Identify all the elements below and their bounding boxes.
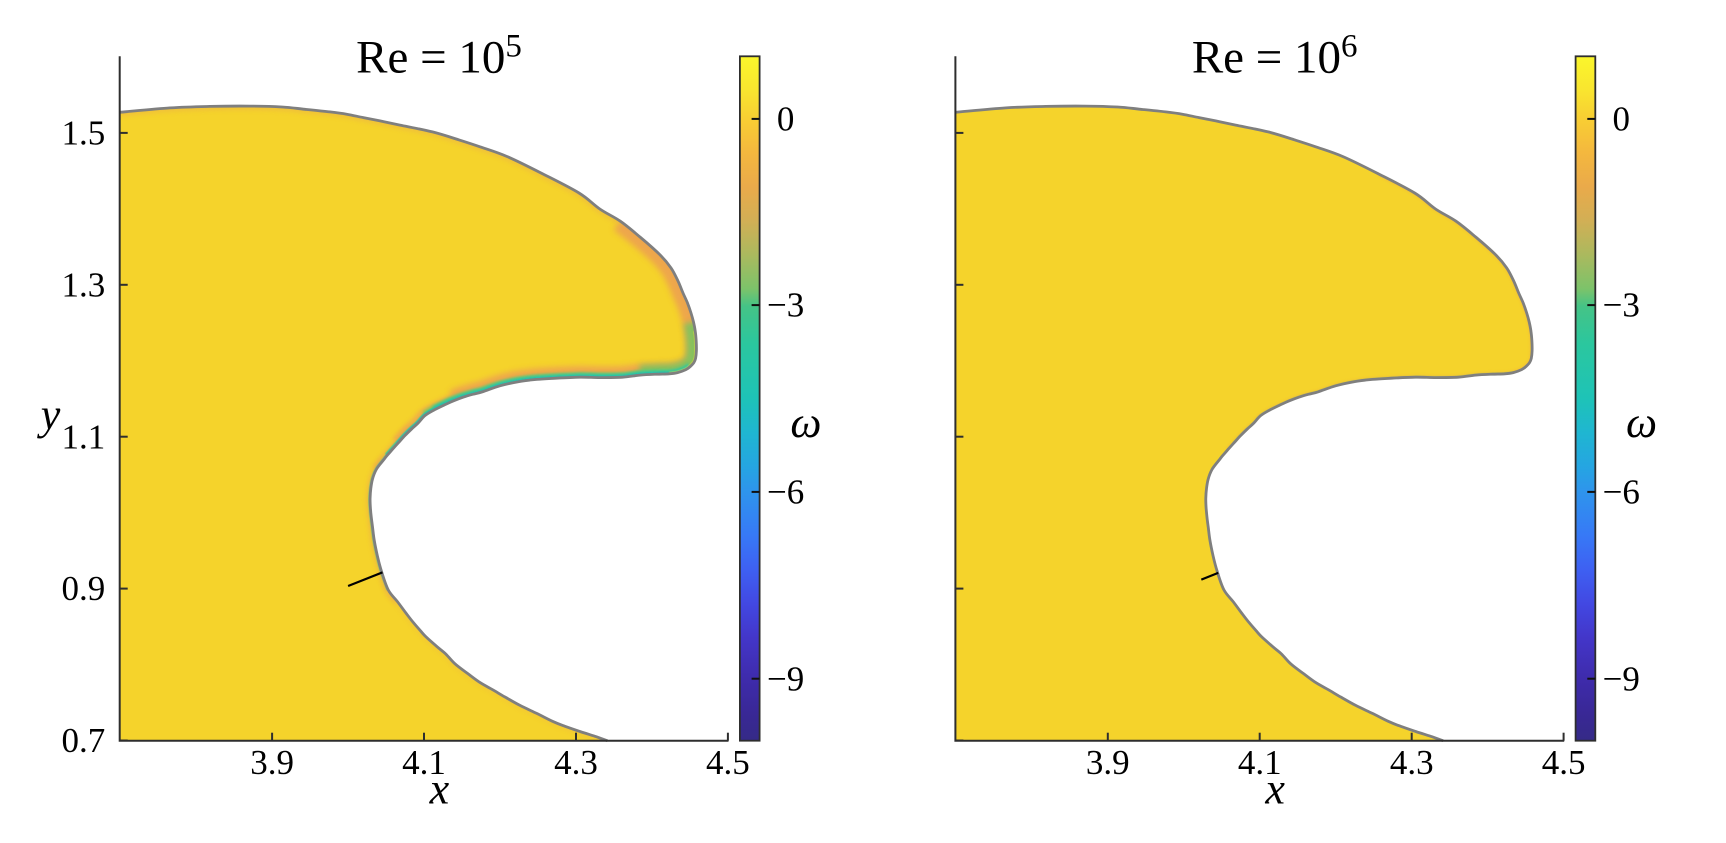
svg-text:1.1: 1.1: [61, 417, 105, 456]
svg-text:−3: −3: [1603, 286, 1640, 325]
svg-text:x: x: [429, 765, 450, 814]
svg-text:0: 0: [1613, 100, 1631, 139]
svg-text:−6: −6: [1603, 473, 1640, 512]
svg-text:y: y: [37, 390, 61, 439]
svg-text:Re = 106: Re = 106: [1192, 29, 1358, 84]
svg-text:−9: −9: [1603, 659, 1640, 698]
svg-text:0.7: 0.7: [61, 721, 105, 760]
svg-text:0.9: 0.9: [61, 569, 105, 608]
svg-text:3.9: 3.9: [250, 743, 294, 782]
svg-text:−3: −3: [767, 286, 804, 325]
svg-text:4.3: 4.3: [1390, 743, 1434, 782]
svg-text:−9: −9: [767, 659, 804, 698]
svg-text:x: x: [1264, 765, 1285, 814]
svg-text:1.5: 1.5: [61, 114, 105, 153]
svg-text:0: 0: [777, 100, 795, 139]
svg-text:4.3: 4.3: [554, 743, 598, 782]
svg-text:1.3: 1.3: [61, 265, 105, 304]
svg-text:3.9: 3.9: [1086, 743, 1130, 782]
svg-text:Re = 105: Re = 105: [356, 29, 522, 84]
svg-text:ω: ω: [790, 398, 821, 447]
svg-text:4.5: 4.5: [1542, 743, 1586, 782]
svg-text:4.5: 4.5: [706, 743, 750, 782]
svg-text:−6: −6: [767, 473, 804, 512]
svg-text:4.1: 4.1: [1238, 743, 1282, 782]
svg-text:4.1: 4.1: [402, 743, 446, 782]
svg-text:ω: ω: [1626, 398, 1657, 447]
